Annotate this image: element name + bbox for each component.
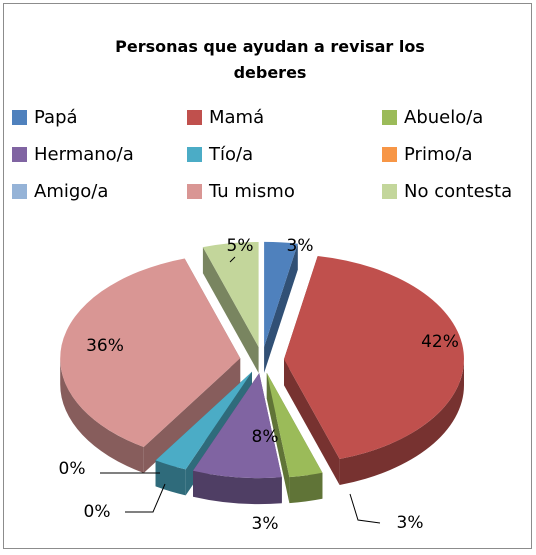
legend-label: No contesta [404,181,512,202]
slice-side [202,247,259,373]
slice-edge [193,470,282,505]
legend-swatch [382,147,397,162]
pie-slice [60,258,241,473]
data-label: 3% [397,513,424,533]
pie-slice [284,256,464,485]
slice-side [266,372,290,504]
leader-line [349,493,381,524]
data-label: 8% [252,427,279,447]
legend-label: Amigo/a [34,181,108,202]
slice-top [264,241,298,347]
legend-swatch [382,184,397,199]
legend-swatch [12,184,27,199]
slice-edge [289,472,323,504]
slice-side [264,243,298,373]
slice-edge [339,359,464,485]
slice-top [193,373,282,479]
legend-label: Tío/a [208,144,253,165]
legend-label: Tu mismo [208,181,295,202]
legend-swatch [382,110,397,125]
data-label: 36% [86,336,124,356]
legend-swatch [187,110,202,125]
data-label: 42% [421,332,459,352]
slice-top [202,241,259,347]
chart-title: Personas que ayudan a revisar los debere… [115,37,425,82]
slice-top [155,371,252,470]
pie-slice [266,372,323,504]
pie-slice [202,241,259,373]
legend-label: Primo/a [404,144,473,165]
data-label: 5% [227,236,254,256]
data-label: 3% [287,236,314,256]
slice-top [266,372,323,478]
legend-label: Mamá [209,107,264,128]
legend-swatch [12,110,27,125]
leader-line [125,483,166,513]
data-label: 0% [59,459,86,479]
slice-side [284,359,340,485]
legend-swatch [12,147,27,162]
pie-slice [193,373,282,505]
legend-label: Abuelo/a [404,107,483,128]
data-label: 3% [252,514,279,534]
legend-swatch [187,147,202,162]
leader-line [229,256,236,263]
slice-edge [155,460,186,496]
slice-side [143,358,241,473]
slice-edge [60,358,144,473]
legend-label: Papá [34,107,78,128]
pie-slice [264,241,298,373]
data-label: 0% [84,502,111,522]
slice-top [60,258,241,447]
slice-top [284,256,464,459]
legend-label: Hermano/a [34,144,134,165]
legend-swatch [187,184,202,199]
